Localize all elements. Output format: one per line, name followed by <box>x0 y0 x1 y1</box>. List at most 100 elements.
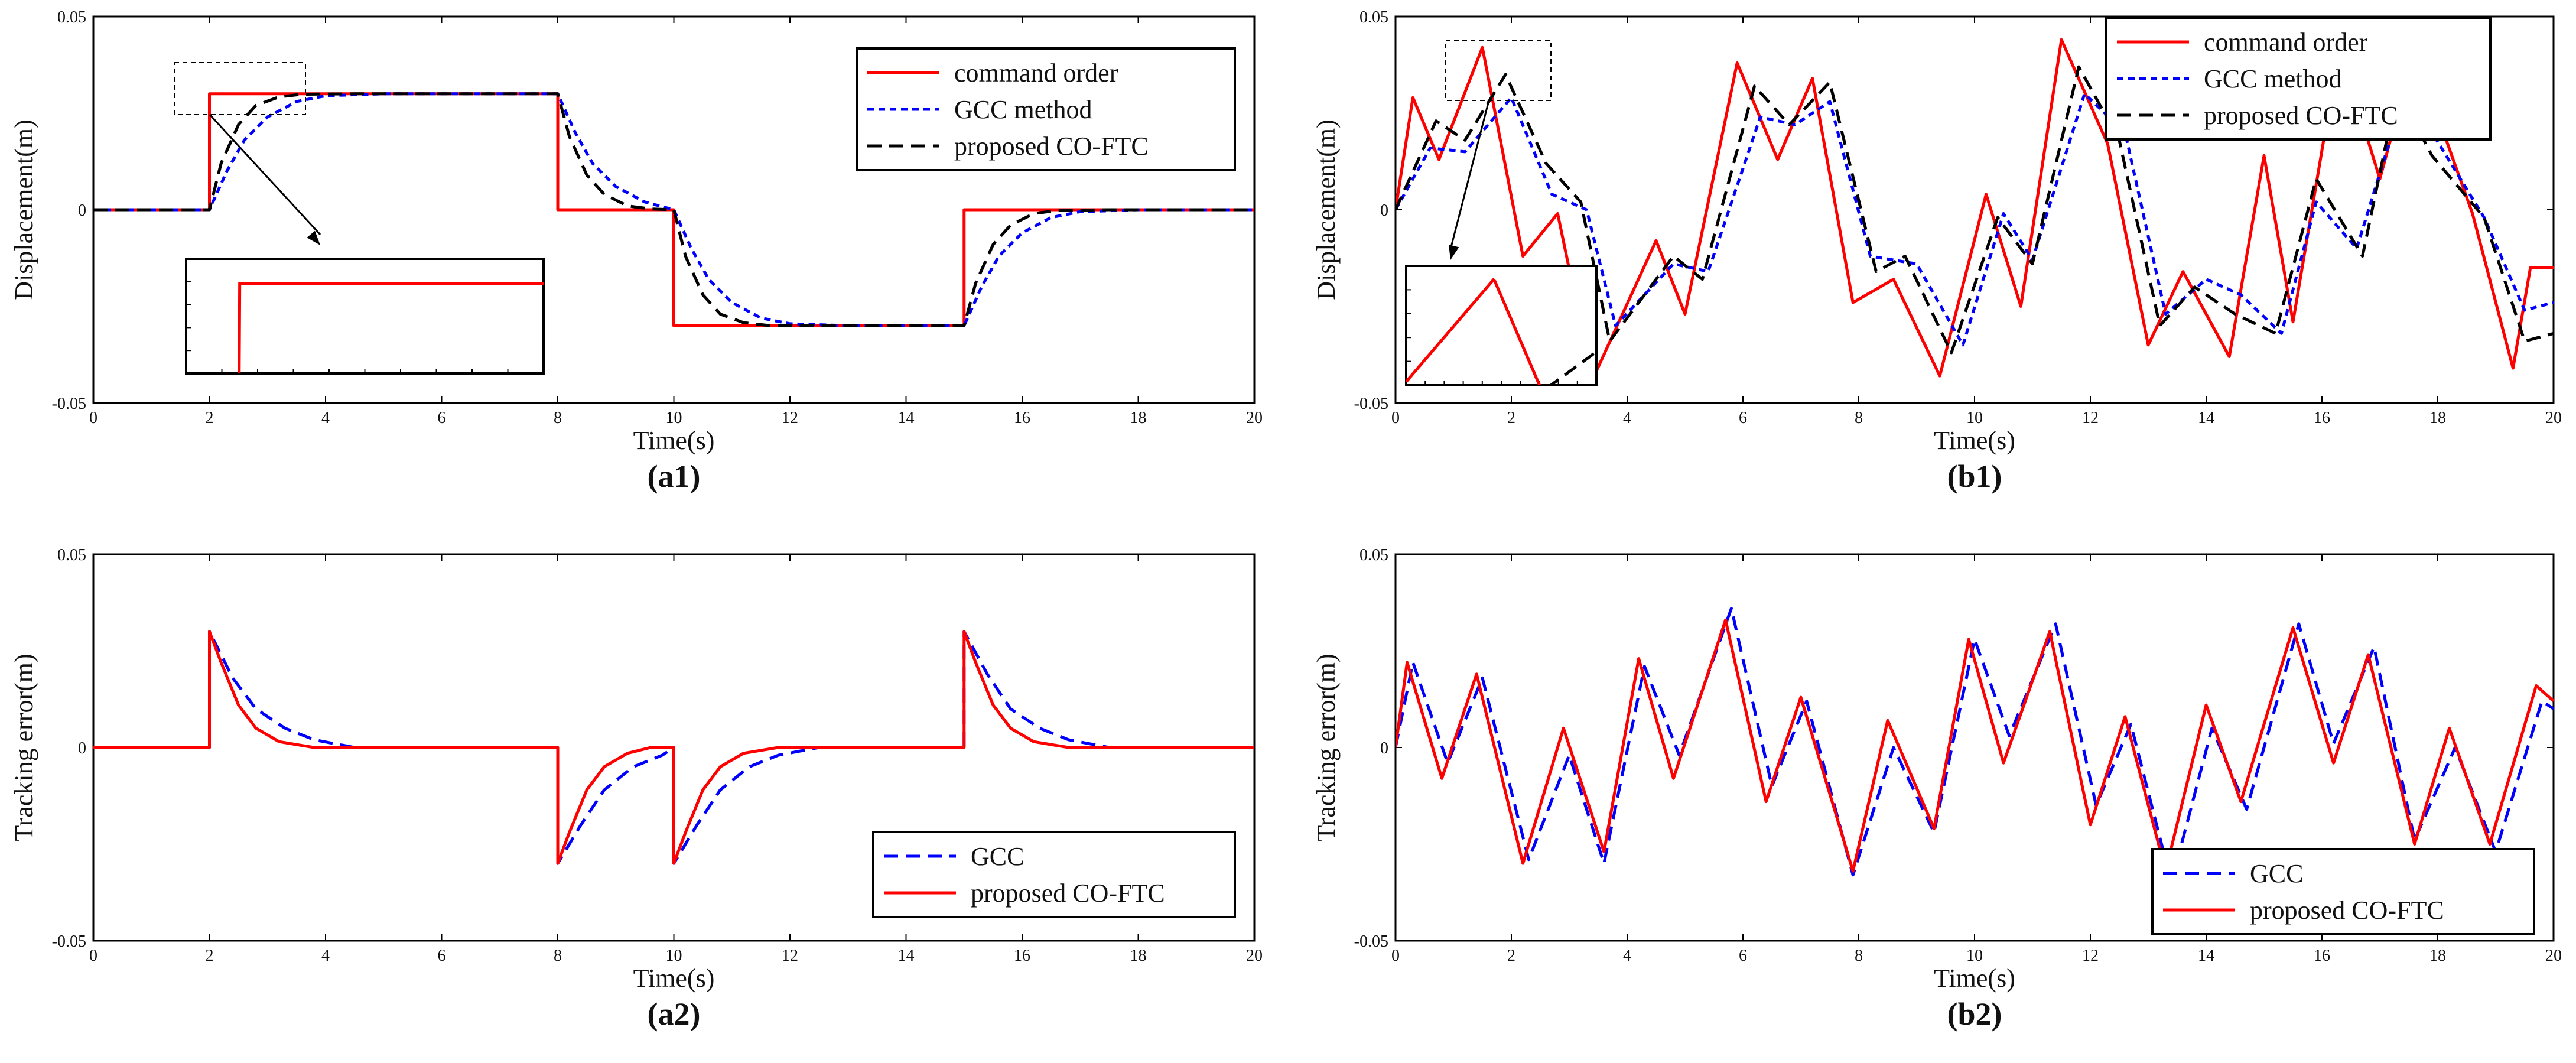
x-tick-label: 6 <box>438 409 446 427</box>
y-axis-label: Displacement(m) <box>9 119 38 300</box>
series-line-proposed-co-ftc <box>1396 65 2554 355</box>
x-tick-label: 16 <box>2314 947 2330 965</box>
y-tick-label: 0.05 <box>57 8 86 27</box>
series-line-command-order <box>93 92 1254 327</box>
x-tick-label: 2 <box>1507 409 1515 427</box>
inset-series-group <box>1406 277 1596 518</box>
chart-panel-a2: 0 2 4 6 8 10 12 14 16 18 20-0.0500.05Time(s)Tracki… <box>9 546 1263 1032</box>
x-tick-label: 10 <box>666 947 682 965</box>
legend-a2: GCC proposed CO-FTC <box>872 831 1236 918</box>
legend-b2: GCC proposed CO-FTC <box>2151 848 2535 935</box>
inset-series-line <box>238 282 544 373</box>
legend-b1: command order GCC method proposed CO-FTC <box>2105 17 2492 141</box>
x-tick-label: 8 <box>1855 409 1863 427</box>
x-tick-label: 16 <box>1014 409 1030 427</box>
legend-label: GCC method <box>2204 64 2341 93</box>
y-tick-label: 0.05 <box>1359 8 1388 27</box>
legend-box <box>856 47 1236 171</box>
x-tick-label: 8 <box>554 947 562 965</box>
y-tick-label: 0 <box>78 201 86 220</box>
x-tick-label: 10 <box>666 409 682 427</box>
panel-label: (a2) <box>648 996 701 1032</box>
x-tick-label: 10 <box>1966 947 1983 965</box>
x-tick-label: 12 <box>2082 409 2099 427</box>
inset-plot <box>1405 265 1598 386</box>
series-line-proposed-co-ftc <box>93 92 1254 327</box>
chart-panel-b1: 0 2 4 6 8 10 12 14 16 18 20-0.0500.05Time(s)Displa… <box>1312 8 2562 518</box>
legend-label: GCC method <box>954 95 1092 124</box>
legend-a1: command order GCC method proposed CO-FTC <box>856 47 1236 171</box>
series-group-b1 <box>1396 38 2554 382</box>
panel-label: (a1) <box>648 459 701 494</box>
x-tick-label: 18 <box>2429 947 2446 965</box>
legend-label: proposed CO-FTC <box>2204 101 2398 130</box>
y-axis-label: Displacement(m) <box>1312 119 1341 300</box>
zoom-arrow-head <box>1449 245 1459 260</box>
inset-plot <box>185 258 545 375</box>
zoom-arrow-line <box>209 113 321 236</box>
panel-label: (b2) <box>1947 996 2002 1032</box>
zoom-arrow-line <box>1449 100 1490 250</box>
zoom-arrow-head <box>307 230 320 245</box>
x-tick-label: 8 <box>1855 947 1863 965</box>
x-tick-label: 0 <box>1391 409 1400 427</box>
x-tick-label: 12 <box>2082 947 2099 965</box>
inset-series-line <box>1406 277 1541 385</box>
x-tick-label: 4 <box>1623 947 1631 965</box>
x-tick-label: 0 <box>89 947 97 965</box>
inset-series-group <box>238 282 544 373</box>
y-axis-label: Tracking error(m) <box>1312 654 1341 841</box>
y-tick-label: 0 <box>1380 739 1388 758</box>
x-tick-label: 10 <box>1966 409 1983 427</box>
legend-box <box>2105 17 2492 141</box>
x-tick-label: 16 <box>2314 409 2330 427</box>
x-tick-label: 6 <box>438 947 446 965</box>
panel-label: (b1) <box>1947 459 2002 494</box>
x-tick-label: 12 <box>782 409 798 427</box>
x-tick-label: 20 <box>1246 409 1263 427</box>
series-line-proposed-co-ftc <box>93 630 1254 865</box>
legend-box <box>872 831 1236 918</box>
series-group-a1 <box>93 92 1254 327</box>
legend-label: GCC <box>2250 859 2303 888</box>
x-tick-label: 8 <box>554 409 562 427</box>
y-tick-label: -0.05 <box>52 932 86 951</box>
x-tick-label: 16 <box>1014 947 1030 965</box>
legend-label: command order <box>954 58 1118 87</box>
series-line-gcc-method <box>1396 92 2554 347</box>
x-tick-label: 2 <box>206 947 214 965</box>
x-tick-label: 0 <box>89 409 97 427</box>
chart-panel-b2: 0 2 4 6 8 10 12 14 16 18 20-0.0500.05Time(s)Tracki… <box>1312 546 2562 1032</box>
x-axis-label: Time(s) <box>1934 426 2015 455</box>
x-tick-label: 18 <box>1130 409 1147 427</box>
x-tick-label: 6 <box>1739 409 1747 427</box>
legend-label: proposed CO-FTC <box>2250 896 2444 925</box>
y-tick-label: 0 <box>78 739 86 758</box>
y-tick-label: 0.05 <box>1359 546 1388 564</box>
inset-series-line <box>1406 417 1596 518</box>
x-tick-label: 4 <box>321 409 330 427</box>
x-tick-label: 0 <box>1391 947 1400 965</box>
legend-label: proposed CO-FTC <box>971 879 1165 908</box>
zoom-region-box <box>1445 40 1552 101</box>
x-tick-label: 20 <box>2545 947 2562 965</box>
y-axis-label: Tracking error(m) <box>9 654 38 841</box>
x-tick-label: 12 <box>782 947 798 965</box>
y-tick-label: -0.05 <box>1354 395 1388 413</box>
x-tick-label: 18 <box>2429 409 2446 427</box>
y-tick-label: -0.05 <box>52 395 86 413</box>
x-axis-label: Time(s) <box>633 426 715 455</box>
series-line-command-order <box>1396 38 2554 382</box>
x-tick-label: 18 <box>1130 947 1147 965</box>
x-tick-label: 14 <box>2198 409 2214 427</box>
x-axis-label: Time(s) <box>1934 964 2015 993</box>
x-tick-label: 4 <box>321 947 330 965</box>
legend-label: GCC <box>971 842 1024 871</box>
x-tick-label: 6 <box>1739 947 1747 965</box>
legend-label: command order <box>2204 28 2368 57</box>
series-line-gcc-method <box>93 92 1254 327</box>
x-tick-label: 2 <box>1507 947 1515 965</box>
chart-panel-a1: 0 2 4 6 8 10 12 14 16 18 20-0.0500.05Time(s)Displa… <box>9 8 1263 494</box>
x-tick-label: 14 <box>898 409 915 427</box>
